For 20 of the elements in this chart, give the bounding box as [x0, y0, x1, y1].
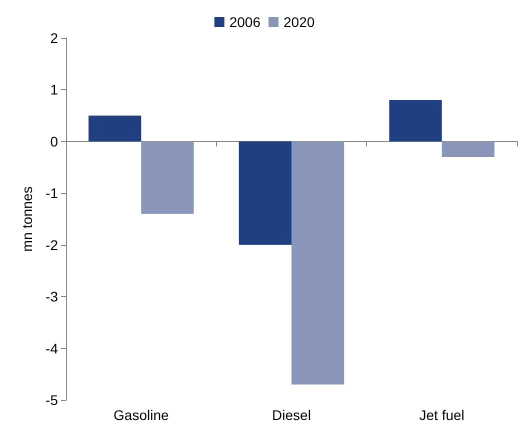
y-tick-label: -2: [46, 236, 58, 253]
y-tick-label: 0: [50, 133, 58, 150]
bar: [238, 141, 292, 245]
x-tick-label: Gasoline: [114, 407, 170, 423]
legend-label: 2020: [284, 14, 315, 30]
legend-label: 2006: [229, 14, 261, 30]
x-tick-label: Diesel: [272, 407, 311, 423]
x-tick-label: Jet fuel: [419, 407, 464, 423]
bar: [389, 100, 442, 142]
bar: [442, 141, 494, 157]
y-tick-label: 2: [50, 30, 58, 46]
y-tick-label: 1: [50, 82, 58, 98]
y-tick-label: -1: [46, 185, 58, 202]
y-tick-label: -5: [46, 392, 58, 408]
y-axis-title: mn tonnes: [19, 186, 35, 252]
bar: [141, 141, 194, 214]
bar: [88, 116, 142, 142]
y-tick-label: -3: [46, 288, 58, 305]
bar: [292, 141, 344, 384]
y-tick-label: -4: [46, 340, 58, 356]
